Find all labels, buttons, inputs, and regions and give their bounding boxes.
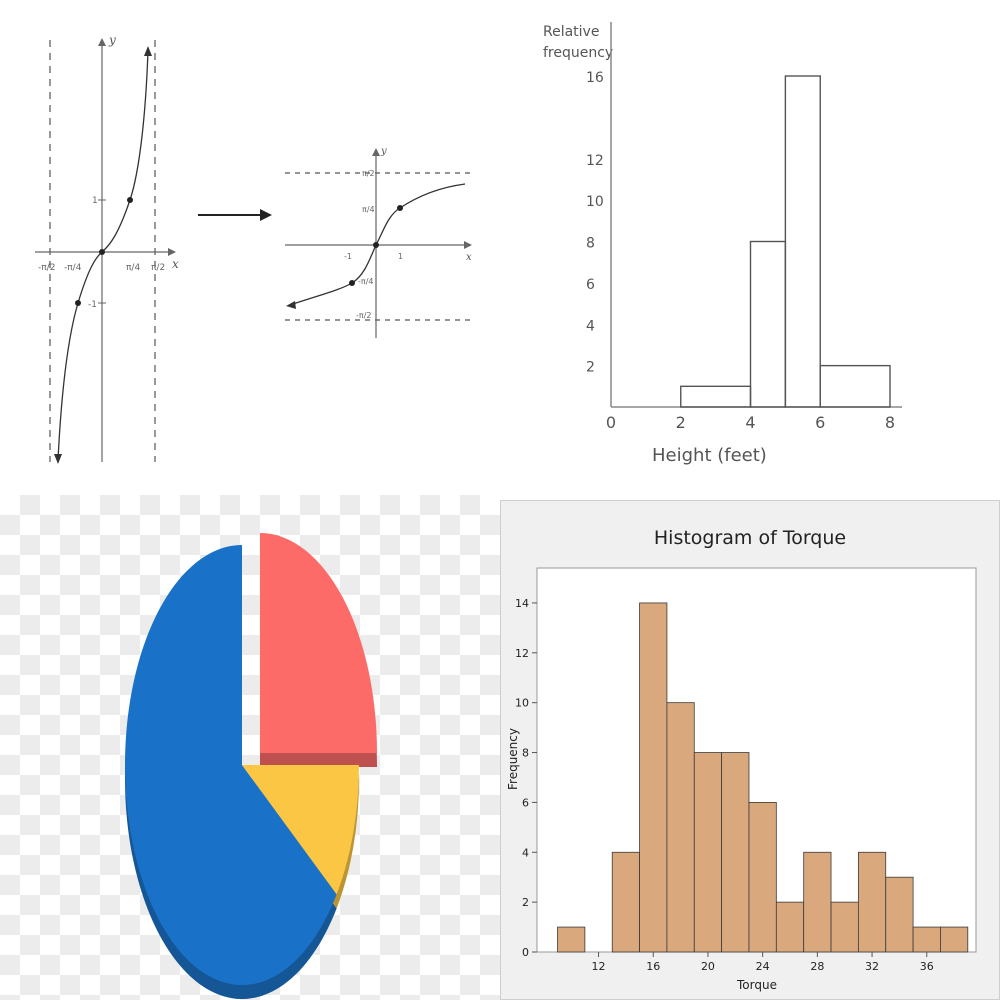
histogram-bar <box>680 385 752 408</box>
y-tick-label: 6 <box>586 277 595 293</box>
x-tick-label: 16 <box>646 960 660 973</box>
x-tick-label: 12 <box>592 960 606 973</box>
x-tick-label: π/2 <box>151 263 165 273</box>
y-tick-label: 14 <box>515 597 529 610</box>
histogram-bar <box>775 901 805 953</box>
y-tick-label: 12 <box>586 153 604 169</box>
histogram-bar <box>819 364 891 408</box>
y-tick-label: 4 <box>522 846 529 859</box>
histogram-bar <box>557 926 586 953</box>
pie-slice <box>260 533 377 753</box>
y-axis-label-line2: frequency <box>543 45 613 61</box>
histogram-bar <box>940 926 969 953</box>
y-tick-label: 8 <box>586 236 595 252</box>
histogram-bar <box>857 851 887 953</box>
origin-marker <box>99 249 105 255</box>
x-axis-label: x <box>172 257 179 271</box>
x-tick-label: 32 <box>865 960 879 973</box>
x-tick-label: 24 <box>756 960 770 973</box>
histogram-bar <box>830 901 859 953</box>
y-axis-label: Frequency <box>506 728 520 790</box>
x-tick-label: 0 <box>606 413 616 432</box>
x-tick-label: 20 <box>701 960 715 973</box>
point-marker <box>349 280 355 286</box>
x-axis-arrow <box>464 241 472 249</box>
y-tick-label: 0 <box>522 946 529 959</box>
point-marker <box>75 300 81 306</box>
point-marker <box>127 197 133 203</box>
y-tick-label: π/4 <box>362 205 375 214</box>
x-tick-label: 2 <box>676 413 686 432</box>
x-tick-label: 8 <box>885 413 895 432</box>
tangent-panel: x y -π/2 -π/4 π/4 π/2 1 -1 <box>0 0 500 480</box>
tangent-curve <box>57 49 149 461</box>
y-tick-label: 8 <box>522 747 529 760</box>
histogram-bar <box>885 876 914 953</box>
point-marker <box>397 205 403 211</box>
arrow-head <box>260 209 272 221</box>
pie-panel <box>0 495 500 1000</box>
y-tick-label: 10 <box>515 697 529 710</box>
pie-slice <box>125 545 337 985</box>
x-tick-label: 4 <box>745 413 755 432</box>
y-tick-label: 1 <box>92 196 98 206</box>
y-tick-label: -π/2 <box>356 311 372 320</box>
x-axis-label: Torque <box>736 978 777 992</box>
curve-arrow-left <box>286 301 296 309</box>
histogram-bar <box>748 801 777 953</box>
y-tick-label: π/2 <box>362 169 375 178</box>
x-tick-label: -π/4 <box>64 263 82 273</box>
histogram-bar <box>784 75 821 408</box>
x-tick-label: 6 <box>815 413 825 432</box>
y-tick-label: 10 <box>586 194 604 210</box>
y-axis-arrow <box>372 148 380 156</box>
y-axis-label: y <box>108 33 116 47</box>
histogram-bar <box>749 240 787 408</box>
y-axis-label-line1: Relative <box>543 24 599 40</box>
y-axis-label: y <box>380 146 387 157</box>
x-axis-label: x <box>466 252 472 263</box>
tangent-figure: x y -π/2 -π/4 π/4 π/2 1 -1 <box>35 33 472 464</box>
x-axis-label: Height (feet) <box>652 445 767 466</box>
pie-slice <box>242 765 359 895</box>
origin-marker <box>373 242 379 248</box>
histogram-bar <box>803 851 832 953</box>
transform-arrow <box>198 209 272 221</box>
histogram-bar <box>721 752 750 953</box>
y-axis-arrow <box>98 38 106 46</box>
x-tick-label: -1 <box>344 252 352 261</box>
pie-chart <box>125 533 377 999</box>
histogram-bar <box>693 752 723 953</box>
y-tick-label: 6 <box>522 796 529 809</box>
torque-histogram: Histogram of Torque 12 16 20 24 28 32 36 02468… <box>506 527 977 992</box>
y-tick-label: -π/4 <box>358 277 374 286</box>
curve-arrow-top <box>144 46 152 56</box>
chart-title: Histogram of Torque <box>654 527 846 549</box>
histogram-bar <box>666 702 695 953</box>
x-axis-arrow <box>168 248 176 256</box>
relative-frequency-panel: Relative frequency 16 12 10 8 6 4 2 0 2 4 6 8 Heig… <box>500 0 1000 480</box>
x-tick-label: π/4 <box>126 263 140 273</box>
curve-arrow-bottom <box>54 454 62 464</box>
x-tick-label: -π/2 <box>38 263 55 273</box>
tangent-graph: x y -π/2 -π/4 π/4 π/2 1 -1 <box>35 33 179 464</box>
histogram-bar <box>912 926 941 953</box>
y-tick-label: 16 <box>586 70 604 86</box>
histogram-bar <box>611 851 640 953</box>
x-tick-label: 1 <box>398 252 403 261</box>
relative-frequency-chart: Relative frequency 16 12 10 8 6 4 2 0 2 4 6 8 Heig… <box>543 22 902 466</box>
y-tick-label: -1 <box>88 300 97 310</box>
x-tick-label: 36 <box>920 960 934 973</box>
x-tick-label: 28 <box>810 960 824 973</box>
y-tick-label: 4 <box>586 318 595 334</box>
histogram-bar <box>639 602 668 953</box>
y-tick-label: 12 <box>515 647 529 660</box>
y-tick-label: 2 <box>586 360 595 376</box>
arctangent-graph: x y -1 1 π/2 π/4 -π/4 -π/2 <box>285 146 472 338</box>
y-tick-label: 2 <box>522 896 529 909</box>
